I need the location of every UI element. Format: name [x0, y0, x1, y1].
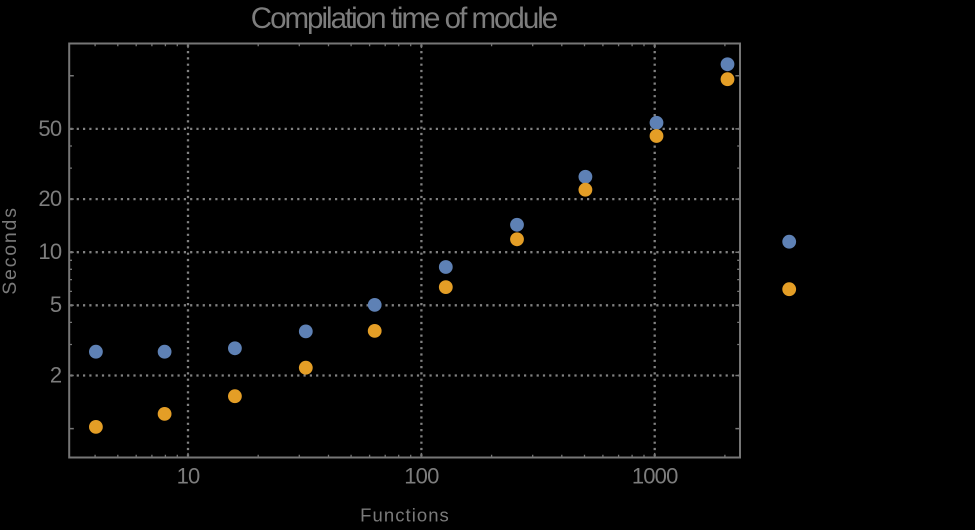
- svg-text:Compilation time of module: Compilation time of module: [251, 2, 558, 35]
- svg-text:10: 10: [38, 239, 61, 264]
- svg-text:2: 2: [50, 362, 62, 387]
- svg-text:Functions: Functions: [360, 504, 450, 525]
- svg-text:20: 20: [38, 186, 61, 211]
- svg-text:1000: 1000: [632, 464, 678, 489]
- svg-text:10: 10: [177, 464, 200, 489]
- svg-text:Seconds: Seconds: [0, 206, 21, 295]
- svg-text:100: 100: [404, 464, 439, 489]
- svg-text:50: 50: [38, 116, 61, 141]
- svg-text:5: 5: [50, 292, 62, 317]
